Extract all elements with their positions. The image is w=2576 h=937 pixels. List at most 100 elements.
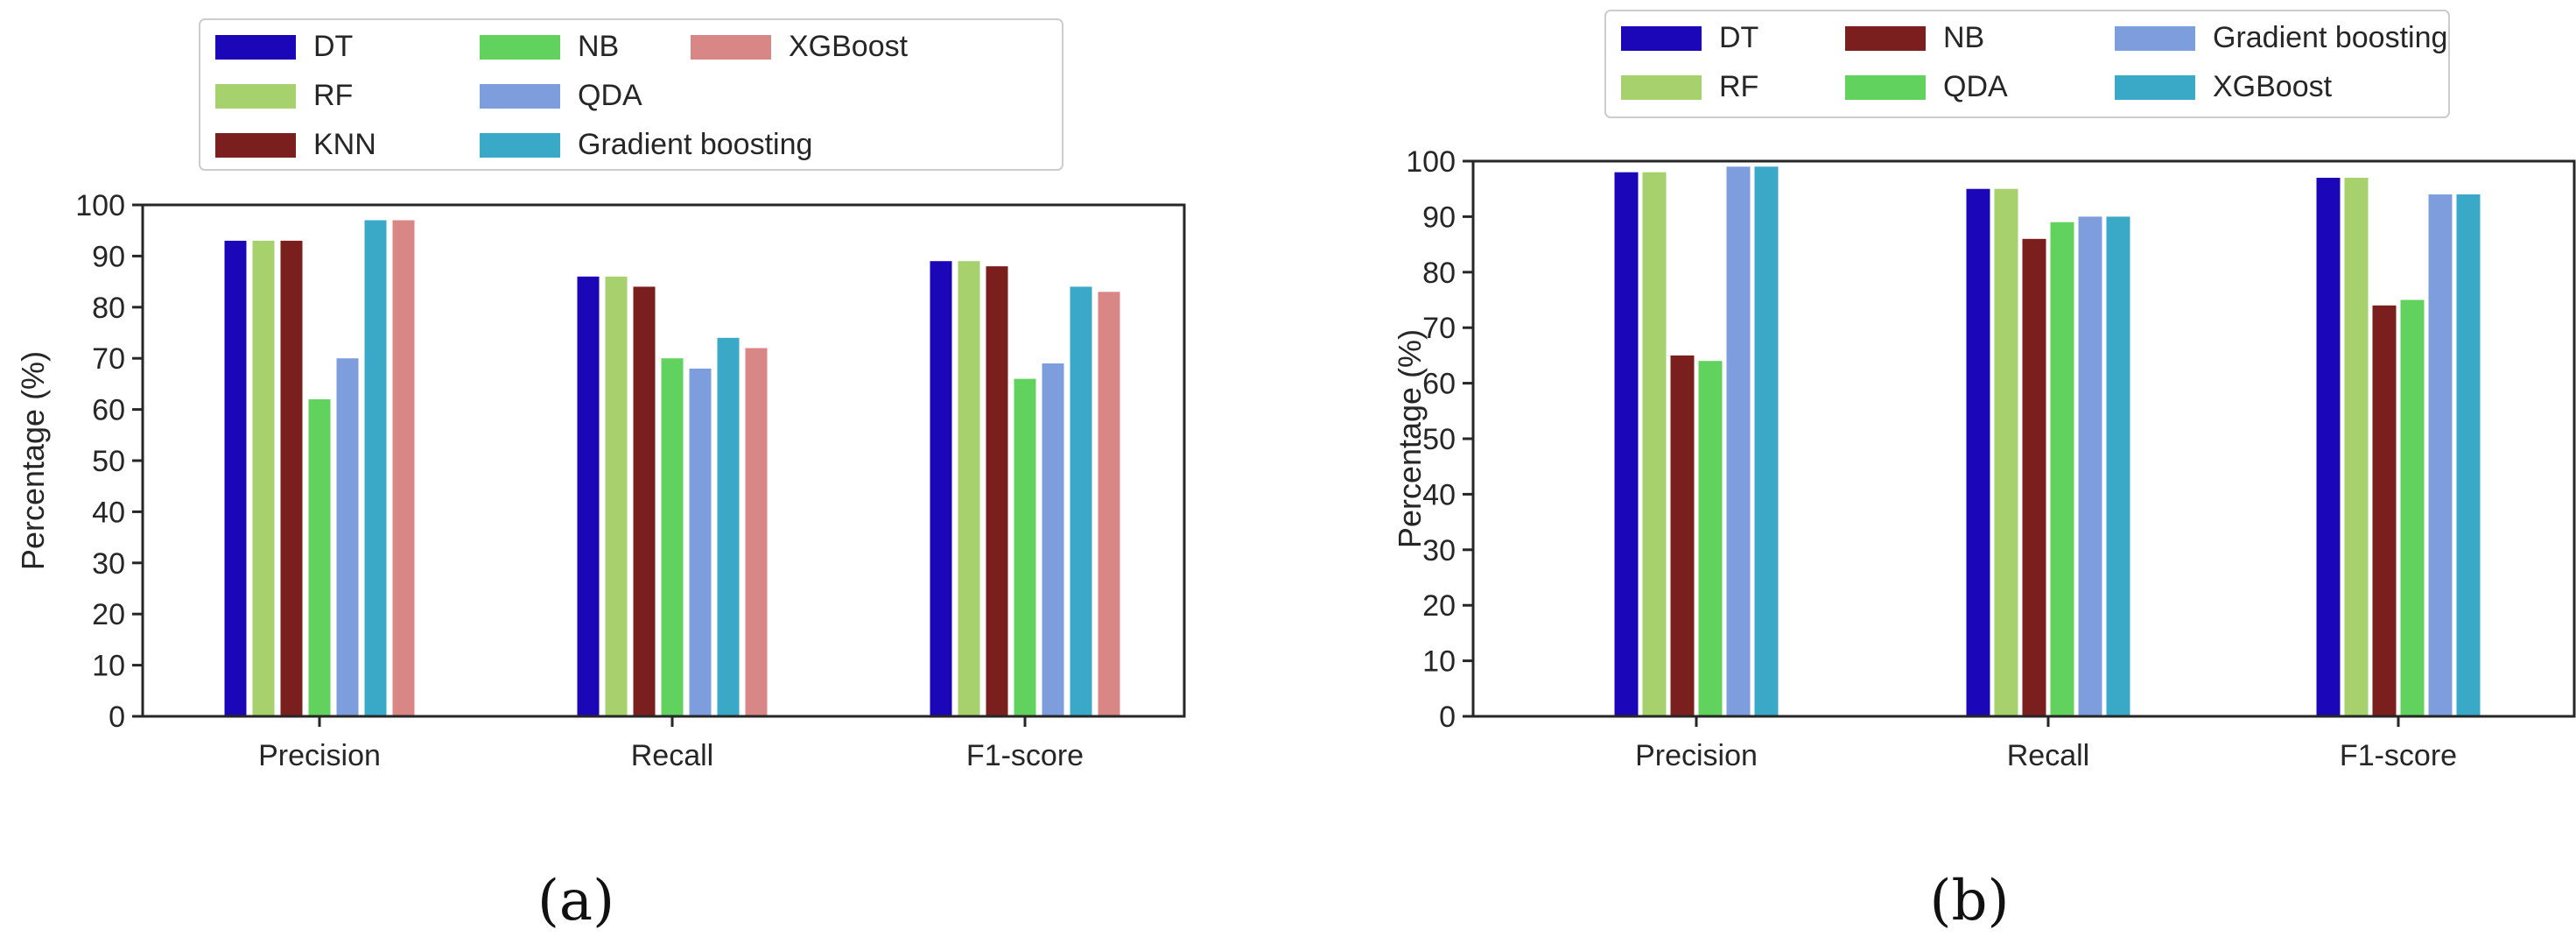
bar-nb-recall bbox=[2022, 238, 2046, 716]
bar-nb-f1-score bbox=[2372, 305, 2397, 716]
legend-swatch-nb bbox=[1845, 26, 1926, 51]
bar-nb-precision bbox=[1670, 355, 1695, 716]
chart-panel-a: 0 10 20 30 40 50 60 70 80 90 100 Precision Recall F1-… bbox=[15, 18, 1186, 933]
bar-qda-precision bbox=[336, 358, 359, 716]
bar-xgboost-recall bbox=[2106, 216, 2130, 716]
y-axis-label: Percentage (%) bbox=[15, 351, 51, 570]
bar-gradient-boosting-f1-score bbox=[1070, 286, 1092, 716]
bar-qda-recall bbox=[2050, 222, 2074, 716]
panel-caption: (b) bbox=[1930, 869, 2010, 933]
legend-label: XGBoost bbox=[789, 30, 909, 63]
y-tick-label: 30 bbox=[1422, 534, 1456, 567]
y-tick-label: 90 bbox=[1422, 201, 1456, 234]
legend-swatch-dt bbox=[215, 35, 296, 60]
y-tick-label: 100 bbox=[1406, 145, 1456, 179]
legend-label: QDA bbox=[578, 79, 642, 112]
y-tick-label: 10 bbox=[92, 650, 125, 683]
legend-label: NB bbox=[1943, 21, 1984, 54]
bar-dt-precision bbox=[224, 240, 247, 716]
legend-swatch-qda bbox=[480, 84, 560, 109]
legend: DT RF KNN NB QDA Gradient boosting XGBoost bbox=[199, 18, 1063, 171]
bar-knn-recall bbox=[633, 286, 656, 716]
bar-gradient-boosting-precision bbox=[364, 220, 387, 716]
bar-dt-recall bbox=[1966, 188, 1990, 716]
bar-qda-f1-score bbox=[2400, 299, 2425, 716]
bar-dt-recall bbox=[577, 276, 600, 716]
x-tick-label: Recall bbox=[2007, 739, 2089, 772]
y-tick-label: 40 bbox=[1422, 478, 1456, 511]
bar-rf-precision bbox=[1642, 172, 1667, 716]
bar-knn-f1-score bbox=[986, 266, 1008, 717]
bar-qda-recall bbox=[689, 368, 712, 716]
y-tick-label: 40 bbox=[92, 496, 125, 529]
legend-swatch-rf bbox=[1621, 75, 1702, 100]
legend-swatch-knn bbox=[215, 133, 296, 158]
legend-label: Gradient boosting bbox=[578, 128, 812, 161]
y-tick-label: 30 bbox=[92, 547, 125, 581]
bar-rf-f1-score bbox=[2344, 178, 2369, 716]
legend-frame bbox=[1604, 10, 2450, 118]
y-tick-label: 60 bbox=[92, 394, 125, 427]
legend-label: NB bbox=[578, 30, 619, 63]
legend-label: RF bbox=[1719, 70, 1758, 103]
bar-gradient-boosting-recall bbox=[2078, 216, 2102, 716]
y-tick-label: 20 bbox=[1422, 589, 1456, 623]
x-tick-label: F1-score bbox=[966, 739, 1084, 772]
legend-label: KNN bbox=[313, 128, 376, 161]
y-tick-label: 60 bbox=[1422, 368, 1456, 401]
legend-label: DT bbox=[1719, 21, 1758, 54]
legend-swatch-rf bbox=[215, 84, 296, 109]
bar-rf-precision bbox=[252, 240, 275, 716]
bar-qda-precision bbox=[1698, 361, 1723, 716]
y-tick-label: 80 bbox=[1422, 257, 1456, 290]
legend-label: RF bbox=[313, 79, 353, 112]
legend-swatch-nb bbox=[480, 35, 560, 60]
bar-gradient-boosting-f1-score bbox=[2428, 194, 2453, 716]
bar-dt-f1-score bbox=[930, 261, 952, 716]
bar-knn-precision bbox=[280, 240, 303, 716]
legend-swatch-qda bbox=[1845, 75, 1926, 100]
y-tick-label: 70 bbox=[92, 342, 125, 376]
legend-label: QDA bbox=[1943, 70, 2008, 103]
y-tick-label: 0 bbox=[109, 701, 125, 734]
y-tick-label: 0 bbox=[1439, 701, 1456, 734]
bar-dt-f1-score bbox=[2316, 178, 2341, 716]
bar-dt-precision bbox=[1614, 172, 1639, 716]
x-tick-label: F1-score bbox=[2340, 739, 2457, 772]
legend-frame bbox=[199, 18, 1063, 171]
bar-xgboost-f1-score bbox=[2456, 194, 2481, 716]
y-tick-label: 70 bbox=[1422, 312, 1456, 345]
legend-swatch-xgboost bbox=[2115, 75, 2195, 100]
bar-rf-recall bbox=[605, 276, 628, 716]
bar-rf-f1-score bbox=[958, 261, 980, 716]
y-tick-label: 50 bbox=[92, 445, 125, 478]
x-tick-label: Precision bbox=[1635, 739, 1758, 772]
y-tick-label: 20 bbox=[92, 598, 125, 631]
y-tick-label: 10 bbox=[1422, 645, 1456, 679]
panel-caption: (a) bbox=[537, 869, 614, 933]
bar-nb-f1-score bbox=[1014, 378, 1036, 716]
y-tick-label: 100 bbox=[75, 189, 125, 222]
bar-qda-f1-score bbox=[1042, 363, 1064, 716]
legend-swatch-gradient-boosting bbox=[480, 133, 560, 158]
bar-nb-recall bbox=[661, 358, 684, 716]
bar-gradient-boosting-recall bbox=[717, 337, 740, 716]
y-tick-label: 50 bbox=[1422, 423, 1456, 456]
bar-nb-precision bbox=[308, 398, 331, 716]
legend: DT RF NB QDA Gradient boosting XGBoost bbox=[1604, 10, 2450, 118]
legend-swatch-xgboost bbox=[691, 35, 771, 60]
legend-swatch-gradient-boosting bbox=[2115, 26, 2195, 51]
bar-xgboost-precision bbox=[392, 220, 415, 716]
y-tick-label: 90 bbox=[92, 240, 125, 273]
legend-label: Gradient boosting bbox=[2213, 21, 2447, 54]
chart-panel-b: 0 10 20 30 40 50 60 70 80 90 100 Precision Recall F1-… bbox=[1392, 10, 2576, 933]
bar-gradient-boosting-precision bbox=[1726, 166, 1751, 717]
bar-rf-recall bbox=[1994, 188, 2018, 716]
legend-label: DT bbox=[313, 30, 353, 63]
bar-xgboost-precision bbox=[1754, 166, 1779, 717]
y-axis-label: Percentage (%) bbox=[1392, 329, 1428, 548]
y-tick-label: 80 bbox=[92, 292, 125, 325]
x-tick-label: Precision bbox=[258, 739, 381, 772]
x-tick-label: Recall bbox=[631, 739, 713, 772]
